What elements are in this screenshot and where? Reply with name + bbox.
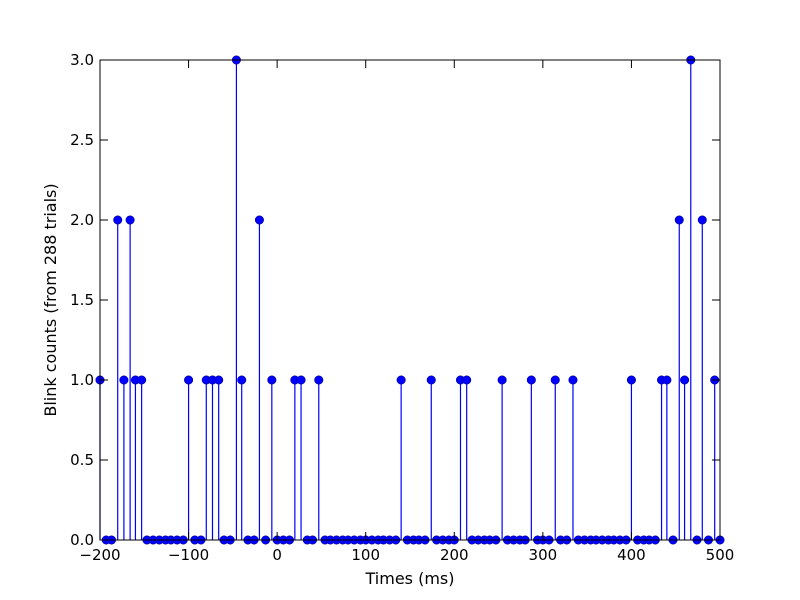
y-tick-label: 0.0 [70,531,94,549]
stem-marker [462,375,472,385]
stem-marker [296,375,306,385]
y-tick-label: 2.5 [70,131,94,149]
stem-marker [674,215,684,225]
stem-marker [626,375,636,385]
stem-markers [95,55,725,545]
x-tick-label: 200 [440,546,469,564]
plot-frame [99,59,721,541]
x-tick-label: 500 [706,546,735,564]
stem-marker [125,215,135,225]
stem-marker [214,375,224,385]
stem-marker [662,375,672,385]
y-tick-label: 0.5 [70,451,94,469]
stem-marker [396,375,406,385]
stem-marker [237,375,247,385]
axis-ticks [99,59,721,541]
x-tick-label: −200 [79,546,120,564]
x-tick-label: 400 [617,546,646,564]
stem-marker [254,215,264,225]
y-tick-label: 3.0 [70,51,94,69]
stem-lines [99,60,720,541]
x-tick-label: 0 [272,546,282,564]
x-tick-label: −100 [168,546,209,564]
stem-marker [497,375,507,385]
y-axis-label: Blink counts (from 288 trials) [41,183,60,416]
stem-marker [526,375,536,385]
y-tick-label: 2.0 [70,211,94,229]
stem-marker [697,215,707,225]
tick-labels: −200 −100 0 100 200 300 400 500 0.0 0.5 1.0 1.5 2.0 2… [70,51,734,564]
x-tick-label: 100 [351,546,380,564]
stem-marker [426,375,436,385]
y-tick-label: 1.5 [70,291,94,309]
stem-marker [550,375,560,385]
stem-marker [113,215,123,225]
stem-marker [568,375,578,385]
y-tick-label: 1.0 [70,371,94,389]
x-tick-label: 300 [529,546,558,564]
stem-marker [267,375,277,385]
stem-marker [680,375,690,385]
stem-marker [314,375,324,385]
stem-marker [119,375,129,385]
x-axis-label: Times (ms) [365,569,455,588]
stem-marker [184,375,194,385]
stem-marker [137,375,147,385]
